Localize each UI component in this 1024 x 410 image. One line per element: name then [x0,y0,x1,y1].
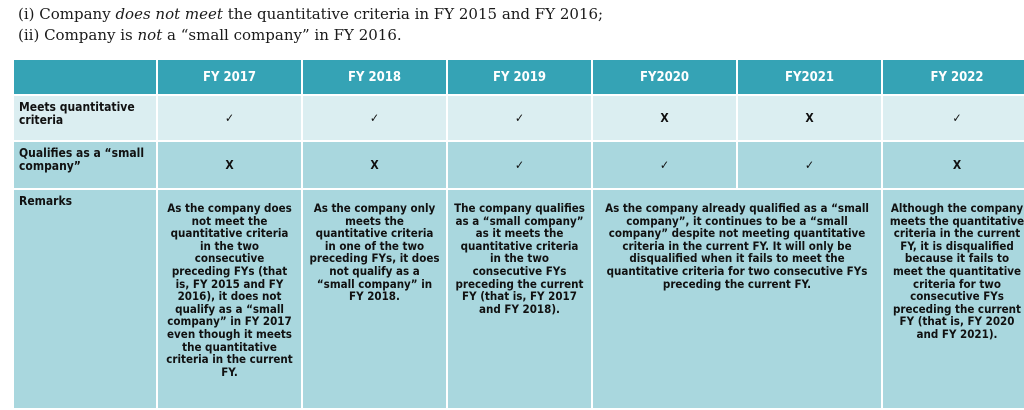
remark-fy2018: As the company only meets the quantitati… [303,190,446,408]
header-cell-fy2022: FY 2022 [883,60,1024,94]
mark-qualifies-fy2021: ✓ [738,142,881,188]
mark-meets-fy2020: X [593,96,736,140]
mark-qualifies-fy2020: ✓ [593,142,736,188]
mark-meets-fy2019: ✓ [448,96,591,140]
remark-fy2020-fy2021: As the company already qualified as a “s… [593,190,881,408]
mark-qualifies-fy2019: ✓ [448,142,591,188]
small-company-table: FY 2017 FY 2018 FY 2019 FY2020 FY2021 FY… [14,60,1024,408]
conditions-list: (i) Company does not meet the quantitati… [18,4,603,46]
mark-qualifies-fy2018: X [303,142,446,188]
mark-meets-fy2022: ✓ [883,96,1024,140]
remark-fy2019: The company qualifies as a “small compan… [448,190,591,408]
row-label-remarks: Remarks [14,190,156,408]
condition-2: (ii) Company is not a “small company” in… [18,26,402,44]
header-cell-corner [14,60,156,94]
mark-qualifies-fy2017: X [158,142,301,188]
mark-meets-fy2017: ✓ [158,96,301,140]
header-cell-fy2020: FY2020 [593,60,736,94]
header-cell-fy2018: FY 2018 [303,60,446,94]
header-cell-fy2017: FY 2017 [158,60,301,94]
mark-qualifies-fy2022: X [883,142,1024,188]
row-label-meets-criteria: Meets quantitative criteria [14,96,156,140]
row-label-qualifies: Qualifies as a “small company” [14,142,156,188]
header-cell-fy2019: FY 2019 [448,60,591,94]
header-cell-fy2021: FY2021 [738,60,881,94]
mark-meets-fy2018: ✓ [303,96,446,140]
mark-meets-fy2021: X [738,96,881,140]
condition-1: (i) Company does not meet the quantitati… [18,5,604,23]
remark-fy2022: Although the company meets the quantitat… [883,190,1024,408]
remark-fy2017: As the company does not meet the quantit… [158,190,301,408]
